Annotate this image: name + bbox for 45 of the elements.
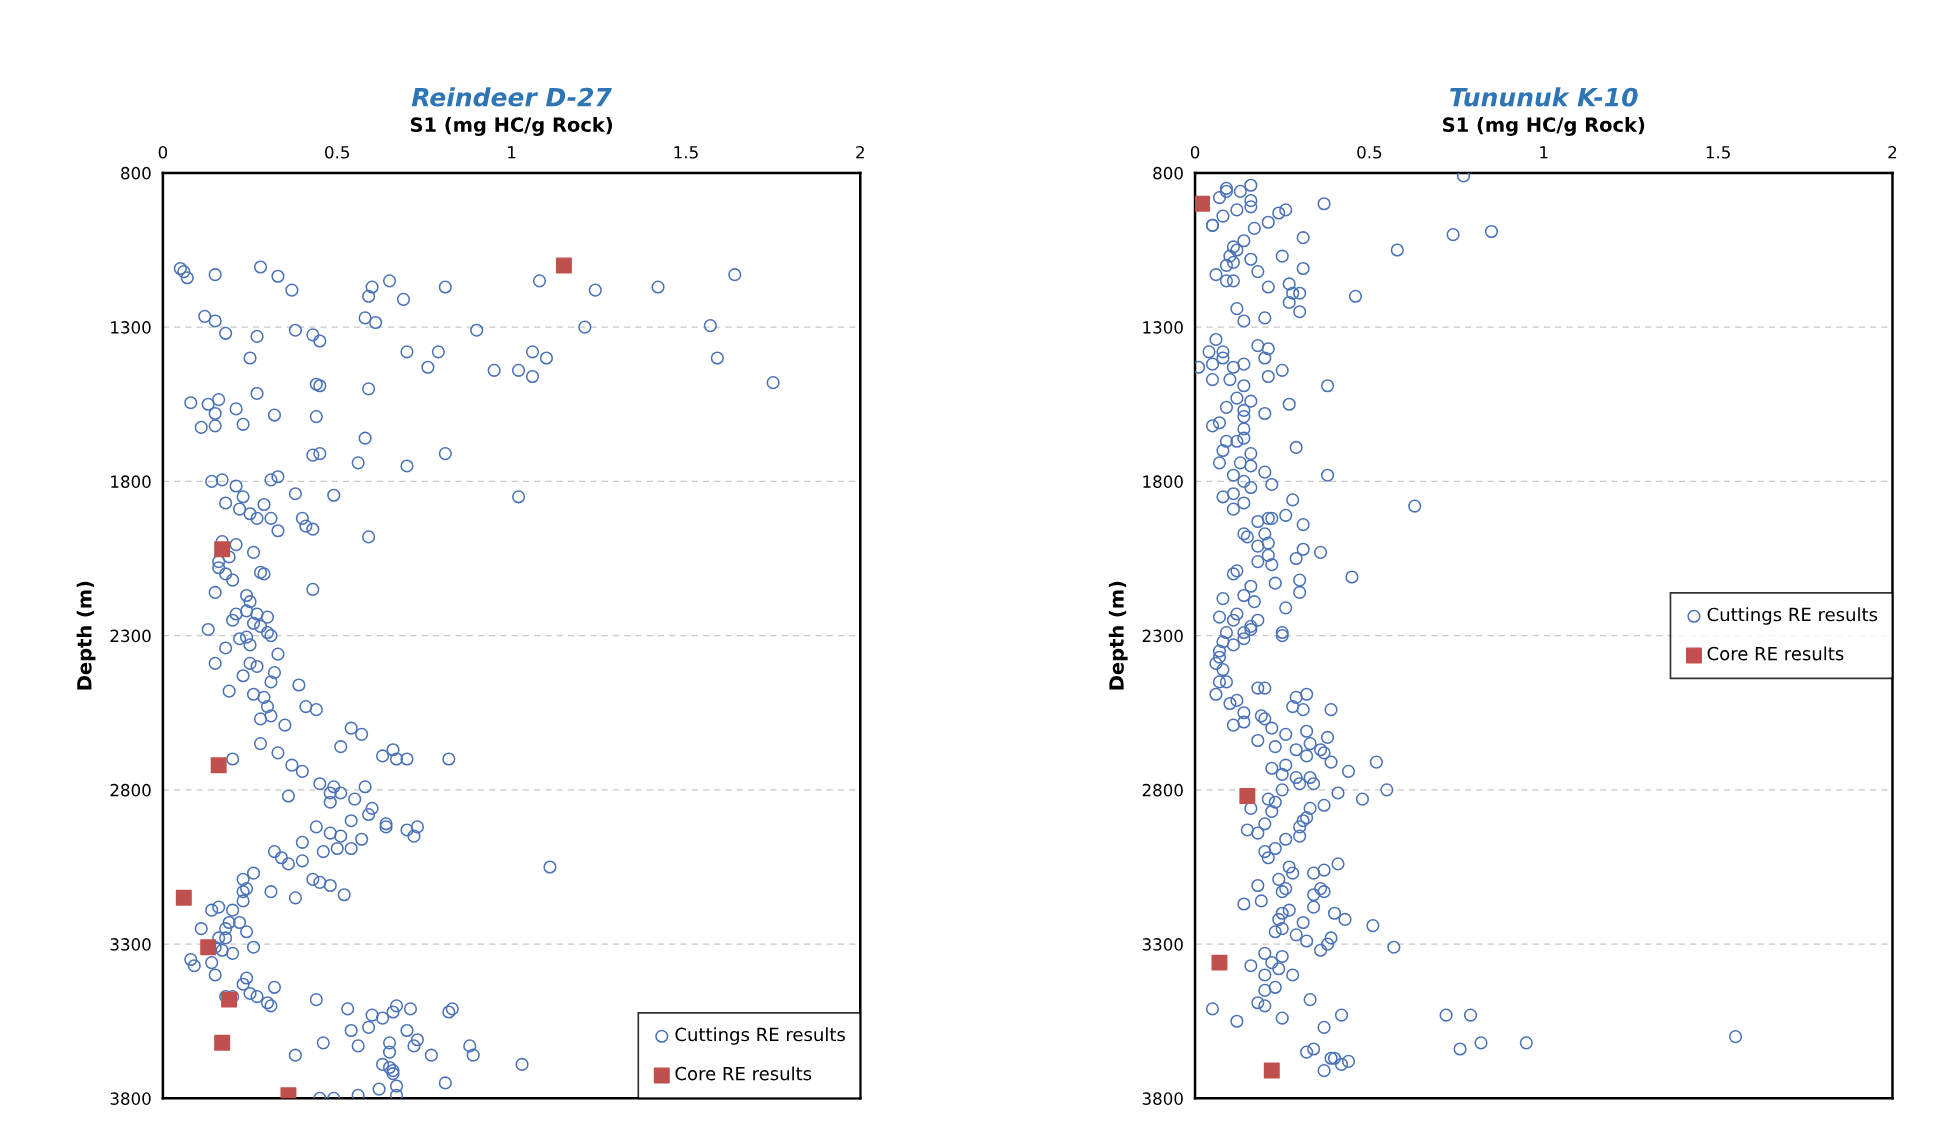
legend-label: Cuttings RE results [675,1027,845,1045]
x-axis-title: S1 (mg HC/g Rock) [410,116,612,136]
point [1263,1062,1280,1079]
y-tick-label: 800 [121,166,151,180]
x-tick-label: 1.5 [1706,146,1730,159]
x-tick-label: 1 [508,146,516,159]
x-tick-label: 0.5 [325,145,350,159]
y-tick-label: 800 [1153,166,1183,180]
x-tick-label: 0 [1190,145,1200,159]
y-tick-label: 2800 [1142,783,1183,797]
y-tick-label: 3800 [1142,1092,1183,1105]
x-tick-label: 1.5 [674,146,698,159]
x-tick-label: 0.5 [1357,145,1382,159]
point [214,1034,231,1051]
x-tick-label: 0 [158,145,168,159]
y-tick-label: 1300 [111,321,151,334]
legend-label: Core RE results [1707,646,1844,661]
point [221,991,238,1008]
point [1211,954,1228,971]
y-axis-title: Depth (m) [76,581,96,690]
y-tick-label: 2800 [110,783,151,797]
y-tick-label: 1800 [111,475,151,488]
point [1239,788,1256,805]
chart-title: Reindeer D-27 [411,87,612,107]
legend-label: Cuttings RE results [1707,607,1878,625]
point [555,257,572,274]
point [200,939,217,956]
x-axis-title: S1 (mg HC/g Rock) [1443,116,1645,136]
y-tick-label: 1300 [1143,321,1183,334]
x-tick-label: 1 [1540,146,1548,159]
y-tick-label: 3300 [1142,938,1183,951]
y-tick-label: 2300 [110,629,151,643]
chart-title: Tununuk K-10 [1450,87,1638,107]
point [210,757,227,774]
y-axis-title: Depth (m) [1108,581,1128,690]
legend-label: Core RE results [675,1066,812,1081]
x-tick-label: 2 [1888,145,1897,159]
point [175,889,192,906]
x-tick-label: 2 [856,145,864,159]
point [214,541,231,558]
y-tick-label: 2300 [1142,629,1183,643]
y-tick-label: 3800 [110,1092,151,1105]
y-tick-label: 1800 [1143,475,1183,488]
y-tick-label: 3300 [110,938,151,951]
point [1195,195,1211,212]
